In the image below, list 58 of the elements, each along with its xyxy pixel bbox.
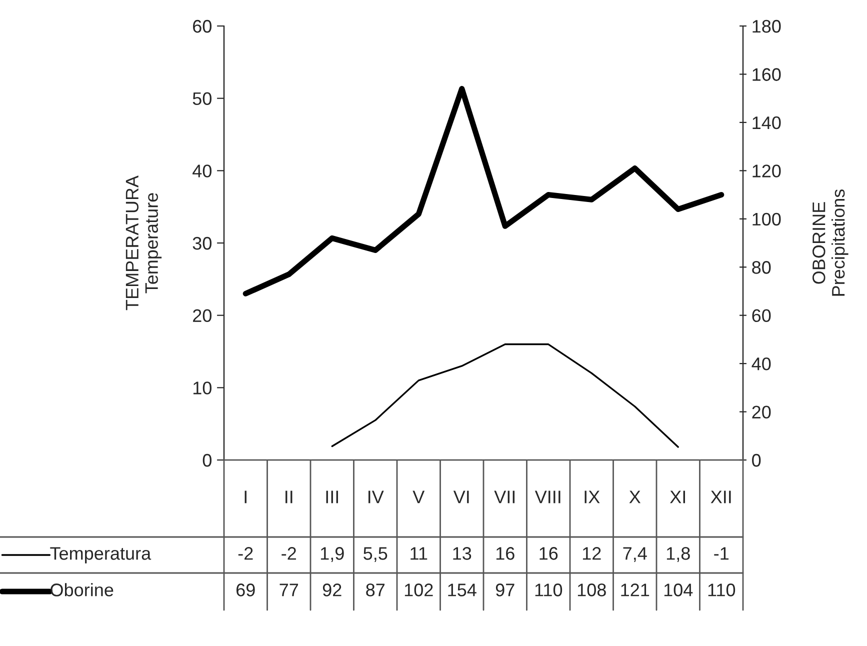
data-label: 1,8 [666, 547, 690, 562]
legend-label: Oborine [50, 583, 114, 596]
x-tick-label: I [244, 490, 246, 504]
data-label: 12 [582, 547, 601, 560]
data-label: 108 [578, 584, 606, 596]
x-tick-label: IV [368, 490, 384, 504]
data-label: 110 [708, 584, 736, 596]
data-label: 97 [496, 584, 514, 596]
y2-tick-label: 100 [752, 212, 781, 226]
data-label: 77 [280, 584, 298, 596]
x-tick-label: VII [494, 490, 514, 504]
y2-tick-label: 140 [752, 116, 781, 130]
y2-tick-label: 80 [752, 261, 771, 274]
data-label: 11 [410, 547, 428, 560]
y-tick-label: 30 [192, 236, 212, 250]
y2-tick-label: 0 [752, 454, 761, 467]
y-tick-label: 40 [192, 164, 212, 178]
data-label: 92 [322, 584, 342, 596]
text: -2 [282, 547, 296, 560]
y2-tick-label: 160 [752, 68, 781, 81]
data-label: 104 [664, 584, 693, 596]
data-label: 16 [496, 547, 514, 560]
x-tick-label: II [286, 490, 292, 504]
data-label: 5,5 [364, 547, 388, 562]
x-tick-label: XI [670, 490, 685, 504]
legend-label: Temperatura [50, 547, 152, 564]
data-label: 121 [621, 584, 650, 596]
x-tick-label: VI [453, 490, 469, 504]
y2-tick-label: 40 [752, 357, 771, 370]
data-label: 110 [535, 584, 562, 596]
data-label: 102 [404, 584, 433, 596]
x-tick-label: XII [710, 490, 731, 504]
data-label: 154 [448, 584, 476, 596]
y-tick-label: 20 [193, 309, 212, 322]
x-tick-label: IX [584, 490, 600, 504]
data-label: 1,9 [320, 547, 344, 562]
line-series [331, 343, 679, 448]
y2-tick-label: 180 [752, 20, 781, 33]
y2-tick-label: 120 [752, 164, 781, 178]
y-tick-label: 50 [192, 92, 212, 106]
data-label: 69 [236, 584, 255, 596]
y-axis-title: TEMPERATURA Temperature [126, 175, 162, 310]
text: -1 [714, 547, 729, 560]
y-tick-label: 60 [193, 20, 212, 33]
text: -2 [238, 547, 253, 560]
y2-tick-label: 60 [752, 309, 771, 322]
x-tick-label: X [629, 490, 641, 504]
data-label: 13 [453, 547, 472, 560]
data-label: 16 [540, 547, 558, 560]
x-tick-label: III [326, 490, 338, 504]
y2-axis-title: OBORINE Precipitations [812, 189, 848, 296]
x-tick-label: VIII [534, 490, 560, 504]
y2-tick-label: 20 [752, 406, 771, 418]
data-label: 7,4 [623, 547, 647, 562]
y-tick-label: 10 [193, 382, 212, 394]
data-label: 87 [366, 584, 385, 596]
y-tick-label: 0 [202, 454, 212, 467]
x-tick-label: V [412, 490, 425, 504]
